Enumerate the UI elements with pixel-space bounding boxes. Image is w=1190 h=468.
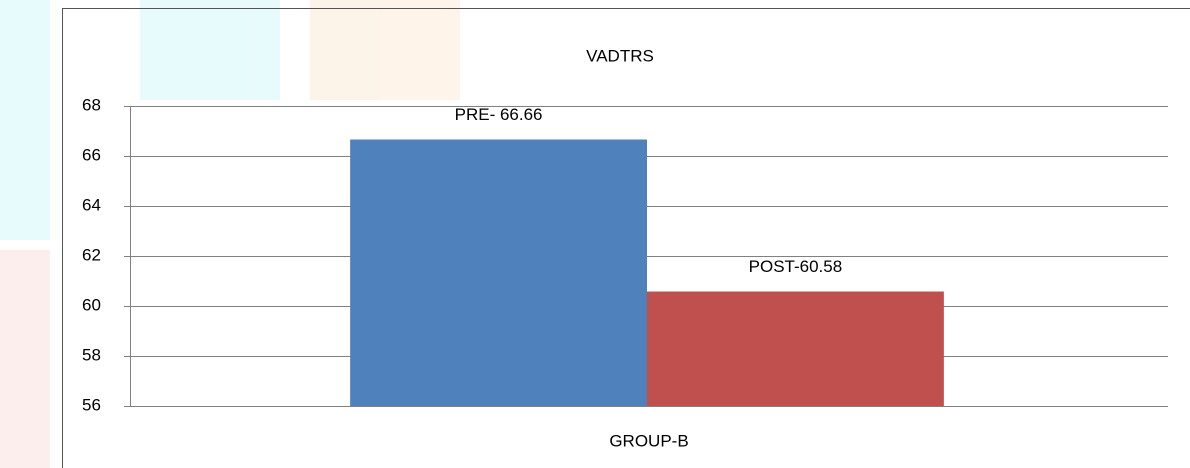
y-tick-label: 60 [82, 295, 101, 314]
bar [647, 291, 944, 406]
data-label: PRE- 66.66 [455, 105, 543, 124]
y-tick-label: 68 [82, 95, 101, 114]
watermark-shape [0, 250, 50, 468]
y-tick-label: 58 [82, 345, 101, 364]
x-tick-label: GROUP-B [609, 431, 688, 450]
data-label: POST-60.58 [749, 257, 843, 276]
y-tick-label: 66 [82, 145, 101, 164]
watermark [0, 0, 460, 468]
bar [350, 139, 647, 406]
watermark-shape [140, 0, 280, 100]
watermark-shape [310, 0, 460, 100]
chart-border [62, 8, 1190, 468]
chart-title: VADTRS [586, 46, 654, 65]
watermark-shape [0, 0, 50, 240]
y-tick-label: 64 [82, 195, 101, 214]
y-tick-label: 62 [82, 245, 101, 264]
y-tick-label: 56 [82, 395, 101, 414]
